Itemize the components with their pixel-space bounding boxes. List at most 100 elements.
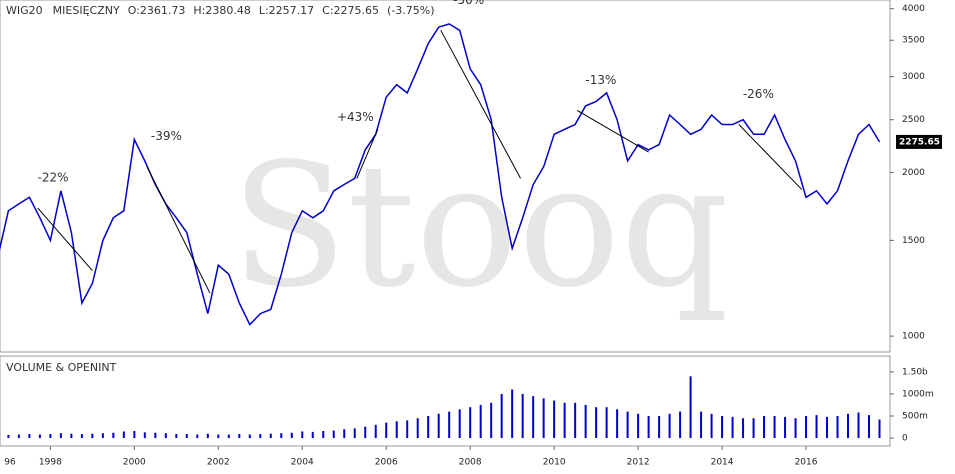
volume-bar: [206, 433, 209, 439]
trend-line: [356, 129, 379, 179]
volume-bar: [700, 411, 703, 439]
x-tick-label: 2006: [375, 458, 398, 468]
title-part: L:2257.17: [259, 4, 314, 17]
volume-bar: [542, 398, 545, 439]
volume-bar: [7, 434, 10, 439]
volume-bar: [794, 418, 797, 439]
y-tick-label: 2500: [902, 115, 925, 125]
volume-bar: [385, 422, 388, 439]
volume-bar: [427, 416, 430, 439]
volume-bar: [343, 429, 346, 439]
trend-line: [37, 207, 93, 271]
title-part: (-3.75%): [387, 4, 435, 17]
trend-label: -26%: [743, 87, 774, 101]
volume-bar: [259, 434, 262, 439]
volume-bar: [584, 404, 587, 439]
trend-line: [440, 30, 522, 179]
title-part: MIESIĘCZNY: [53, 4, 120, 17]
title-part: C:2275.65: [322, 4, 379, 17]
y-tick-label: 4000: [902, 4, 925, 14]
y2-tick-label: 1000m: [902, 389, 934, 399]
volume-bar: [322, 431, 325, 439]
volume-panel: [0, 355, 891, 447]
x-tick-label: 2000: [123, 458, 146, 468]
volume-bar: [185, 434, 188, 439]
volume-title: VOLUME & OPENINT: [6, 361, 117, 374]
volume-bar: [17, 434, 20, 439]
volume-bar: [847, 413, 850, 439]
volume-bar: [70, 433, 73, 439]
volume-bar: [448, 411, 451, 439]
volume-bar: [112, 432, 115, 439]
y2-tick-label: 0: [902, 434, 908, 444]
volume-bar: [511, 389, 514, 439]
title-part: O:2361.73: [128, 4, 186, 17]
volume-bar: [269, 433, 272, 439]
trend-line: [576, 110, 649, 153]
x-tick-label: 2008: [459, 458, 482, 468]
volume-bar: [280, 433, 283, 439]
volume-bar: [826, 416, 829, 439]
volume-bar: [784, 416, 787, 439]
volume-bar: [857, 412, 860, 439]
volume-bar: [59, 433, 62, 439]
y-tick-label: 2000: [902, 168, 925, 178]
volume-bar: [805, 416, 808, 439]
volume-bar: [721, 416, 724, 439]
trend-label: -13%: [585, 73, 616, 87]
volume-bar: [668, 413, 671, 439]
trend-label: -50%: [453, 0, 484, 7]
volume-bar: [332, 430, 335, 439]
volume-bar: [374, 424, 377, 439]
volume-bar: [133, 431, 136, 439]
trend-label: -39%: [151, 129, 182, 143]
last-price-box: [896, 134, 942, 149]
volume-bar: [521, 393, 524, 439]
volume-bar: [290, 432, 293, 439]
y2-tick-label: 500m: [902, 412, 928, 422]
x-tick-label: 2016: [795, 458, 818, 468]
volume-bar: [101, 433, 104, 439]
volume-bar: [563, 402, 566, 439]
x-tick-label: 1998: [39, 458, 62, 468]
volume-bar: [616, 409, 619, 439]
x-tick-label: 2012: [627, 458, 650, 468]
volume-bar: [196, 434, 199, 439]
volume-bar: [353, 428, 356, 439]
x-tick-label: 2014: [711, 458, 734, 468]
volume-bar: [710, 413, 713, 439]
volume-bar: [763, 416, 766, 439]
volume-bar: [143, 432, 146, 439]
volume-bar: [490, 402, 493, 439]
volume-bar: [217, 434, 220, 439]
volume-bar: [731, 416, 734, 439]
last-price-label: 2275.65: [899, 137, 940, 147]
x-tick-label: 2002: [207, 458, 230, 468]
volume-bar: [122, 431, 125, 439]
volume-bar: [637, 413, 640, 439]
volume-bar: [458, 409, 461, 439]
title-part: WIG20: [6, 4, 43, 17]
volume-bar: [395, 421, 398, 439]
volume-bar: [91, 433, 94, 439]
volume-bar: [553, 400, 556, 439]
volume-bar: [28, 434, 31, 439]
volume-bar: [154, 432, 157, 439]
x-tick-label: 96: [4, 458, 16, 468]
volume-bar: [479, 404, 482, 439]
volume-bar: [836, 416, 839, 439]
volume-bar: [38, 434, 41, 439]
volume-bar: [248, 434, 251, 439]
volume-bar: [595, 407, 598, 439]
volume-bar: [500, 393, 503, 439]
volume-bar: [238, 434, 241, 439]
watermark: Stooq: [231, 127, 729, 325]
price-panel: [0, 0, 891, 353]
volume-bar: [868, 415, 871, 439]
volume-bar: [742, 418, 745, 439]
volume-bar: [469, 407, 472, 439]
trend-line: [738, 124, 803, 190]
volume-bar: [773, 416, 776, 439]
volume-bar: [364, 426, 367, 439]
